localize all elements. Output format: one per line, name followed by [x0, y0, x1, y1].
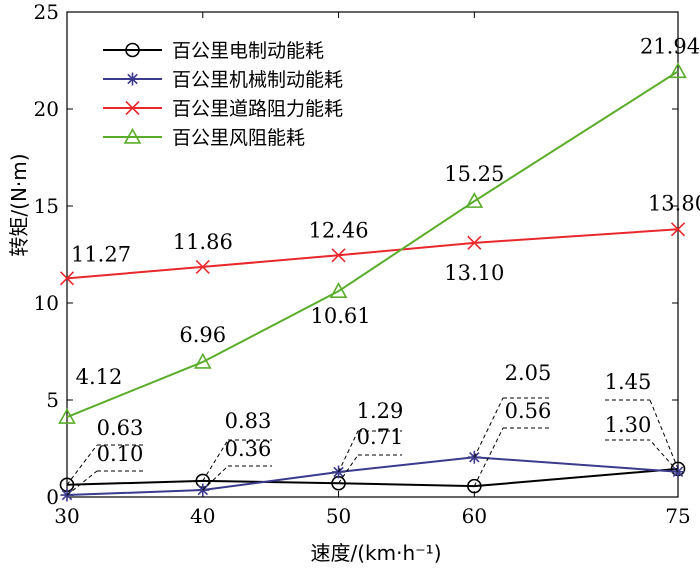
- legend-label: 百公里道路阻力能耗: [172, 98, 343, 120]
- asterisk-marker: [126, 72, 139, 86]
- asterisk-marker: [467, 450, 481, 464]
- series-4: [58, 62, 687, 424]
- series-line: [66, 70, 679, 418]
- callouts: 0.630.10 0.83 0.36 1.290.71 2.05 0.56 1.45 1.30: [66, 361, 679, 496]
- data-label: 0.63: [97, 416, 144, 440]
- x-marker: [59, 271, 75, 286]
- data-label: 4.12: [76, 365, 123, 389]
- callout-leader: [473, 427, 504, 487]
- series-line: [66, 467, 679, 488]
- callout-leader: [649, 399, 679, 470]
- legend-label: 百公里电制动能耗: [172, 40, 324, 62]
- callout-leader: [338, 430, 359, 473]
- x-marker: [467, 235, 482, 250]
- x-tick-label: 75: [665, 504, 690, 528]
- x-axis-label: 速度/(km·h⁻¹): [310, 541, 441, 565]
- data-label: 1.45: [605, 370, 652, 394]
- triangle-marker: [193, 352, 212, 369]
- x-marker: [195, 259, 210, 274]
- data-label: 13.10: [444, 261, 504, 285]
- x-marker: [125, 100, 140, 116]
- x-tick-label: 60: [462, 504, 487, 528]
- data-label: 1.29: [357, 399, 404, 423]
- plot-frame: [66, 11, 679, 498]
- data-label: 0.71: [357, 425, 404, 449]
- y-tick-label: 5: [46, 388, 59, 412]
- y-tick-label: 25: [34, 0, 59, 24]
- data-label: 6.96: [179, 323, 226, 347]
- y-tick-label: 0: [46, 485, 59, 509]
- x-tick-label: 30: [54, 504, 79, 528]
- circle-marker: [125, 42, 140, 58]
- callout-leader: [66, 444, 98, 486]
- triangle-marker: [329, 282, 348, 298]
- legend-label: 百公里机械制动能耗: [172, 69, 343, 91]
- data-label: 11.86: [173, 230, 233, 254]
- legend-item: 百公里风阻能耗: [103, 127, 305, 149]
- callout-leader: [202, 465, 229, 491]
- x-tick-label: 40: [190, 504, 215, 528]
- axes: 30 40 50 60 75 0 5 10 15 20 25: [34, 0, 691, 528]
- data-labels: 11.27 4.12 11.86 6.96 12.46 10.61 13.10 15.25 13…: [71, 34, 700, 389]
- data-label: 21.94: [640, 34, 700, 58]
- series-1: [59, 461, 686, 494]
- callout-leader: [649, 439, 679, 473]
- x-tick-label: 50: [326, 504, 351, 528]
- data-label: 15.25: [444, 162, 504, 186]
- data-label: 1.30: [605, 413, 652, 437]
- data-label: 12.46: [308, 218, 368, 242]
- y-tick-label: 20: [34, 97, 59, 121]
- y-tick-label: 15: [34, 194, 59, 218]
- callout-leader: [338, 454, 359, 484]
- data-label: 13.80: [648, 191, 700, 215]
- x-marker: [331, 248, 346, 263]
- data-label: 2.05: [505, 361, 552, 385]
- x-marker: [670, 222, 686, 237]
- series-3: [59, 222, 686, 286]
- callout-leader: [202, 439, 229, 482]
- triangle-marker: [669, 62, 687, 79]
- data-label: 10.61: [310, 304, 370, 328]
- circle-marker: [467, 478, 482, 494]
- legend-label: 百公里风阻能耗: [172, 127, 305, 149]
- data-label: 11.27: [71, 242, 131, 266]
- data-label: 0.10: [97, 442, 144, 466]
- triangle-marker: [58, 407, 76, 424]
- triangle-marker: [465, 192, 484, 208]
- series-line: [66, 228, 679, 280]
- data-label: 0.56: [505, 399, 552, 423]
- y-axis-label: 转矩/(N·m): [7, 153, 31, 256]
- triangle-marker: [123, 127, 142, 144]
- data-label: 0.36: [225, 437, 272, 461]
- y-tick-label: 10: [34, 291, 59, 315]
- legend-item: 百公里机械制动能耗: [103, 69, 343, 91]
- callout-leader: [473, 397, 504, 458]
- legend-item: 百公里电制动能耗: [103, 40, 324, 62]
- legend-item: 百公里道路阻力能耗: [103, 98, 343, 120]
- data-label: 0.83: [225, 409, 272, 433]
